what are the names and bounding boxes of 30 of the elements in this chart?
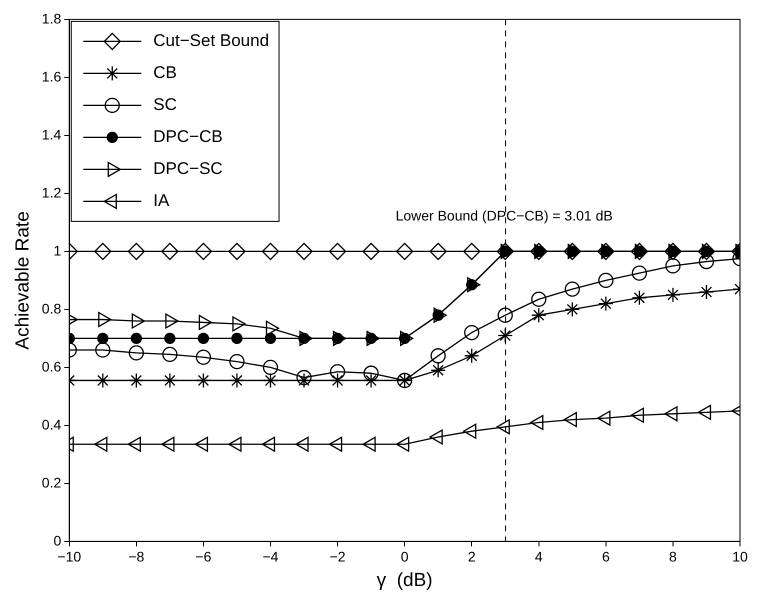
y-tick-label: 1.8 — [42, 10, 62, 26]
x-tick-label: −8 — [128, 548, 145, 565]
x-tick-label: 10 — [732, 548, 748, 565]
x-axis-title: γ (dB) — [376, 570, 433, 591]
ref-line-label: Lower Bound (DPC−CB) = 3.01 dB — [396, 207, 613, 224]
x-tick-label: 0 — [400, 548, 409, 565]
y-tick-label: 0.8 — [42, 300, 62, 316]
x-tick-label: −4 — [262, 548, 279, 565]
x-tick-label: 2 — [468, 548, 476, 565]
y-tick-label: 1.2 — [42, 184, 62, 200]
x-tick-label: −2 — [330, 548, 346, 565]
y-tick-label: 0.6 — [42, 358, 62, 374]
y-tick-label: 1.6 — [42, 68, 62, 84]
y-tick-label: 0.2 — [42, 474, 62, 490]
y-tick-label: 1 — [53, 242, 62, 258]
legend-label: DPC−SC — [153, 159, 223, 178]
legend-label: IA — [153, 191, 170, 210]
y-tick-label: 0 — [53, 532, 62, 548]
legend-label: SC — [153, 95, 177, 114]
legend-label: DPC−CB — [153, 127, 223, 146]
x-tick-label: 6 — [602, 548, 610, 565]
y-tick-label: 0.4 — [42, 416, 62, 432]
legend-label: CB — [153, 63, 177, 82]
x-tick-label: 8 — [669, 548, 678, 565]
y-axis-title: Achievable Rate — [12, 211, 34, 350]
x-tick-label: −10 — [57, 548, 82, 565]
legend-label: Cut−Set Bound — [153, 31, 270, 50]
x-tick-label: 4 — [534, 548, 543, 565]
x-tick-label: −6 — [195, 548, 212, 565]
y-tick-label: 1.4 — [42, 126, 62, 142]
